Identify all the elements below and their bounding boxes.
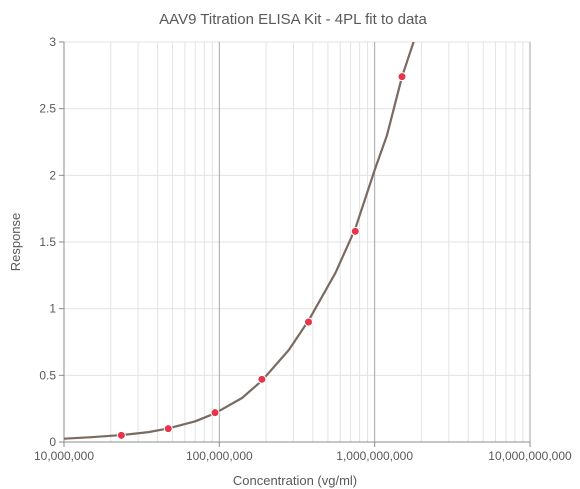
minor-gridlines xyxy=(64,41,530,442)
data-point xyxy=(350,226,360,236)
y-tick-label: 3 xyxy=(49,35,56,49)
y-tick-label: 2 xyxy=(49,168,56,182)
fit-curve xyxy=(64,42,415,440)
x-tick-labels: 10,000,000 100,000,000 1,000,000,000 10,000… xyxy=(34,449,572,463)
y-tick-labels: 0 0.5 1 1.5 2 2.5 3 xyxy=(39,35,56,449)
data-point xyxy=(303,317,313,327)
x-tick-label: 1,000,000,000 xyxy=(336,449,413,463)
x-axis-label: Concentration (vg/ml) xyxy=(233,473,357,488)
major-gridlines xyxy=(59,41,531,447)
y-tick-label: 0 xyxy=(49,435,56,449)
series-layer xyxy=(64,42,415,440)
data-point xyxy=(210,408,220,418)
chart-title: AAV9 Titration ELISA Kit - 4PL fit to da… xyxy=(159,11,427,28)
y-axis-label: Response xyxy=(8,213,23,272)
x-tick-label: 100,000,000 xyxy=(186,449,253,463)
y-tick-label: 1.5 xyxy=(39,235,56,249)
y-tick-label: 0.5 xyxy=(39,368,56,382)
y-tick-label: 1 xyxy=(49,302,56,316)
data-point xyxy=(257,374,267,384)
data-point xyxy=(163,424,173,434)
axes xyxy=(63,42,530,443)
data-point xyxy=(116,430,126,440)
y-tick-label: 2.5 xyxy=(39,102,56,116)
x-tick-label: 10,000,000,000 xyxy=(488,449,572,463)
x-tick-label: 10,000,000 xyxy=(34,449,94,463)
data-point xyxy=(397,72,407,82)
